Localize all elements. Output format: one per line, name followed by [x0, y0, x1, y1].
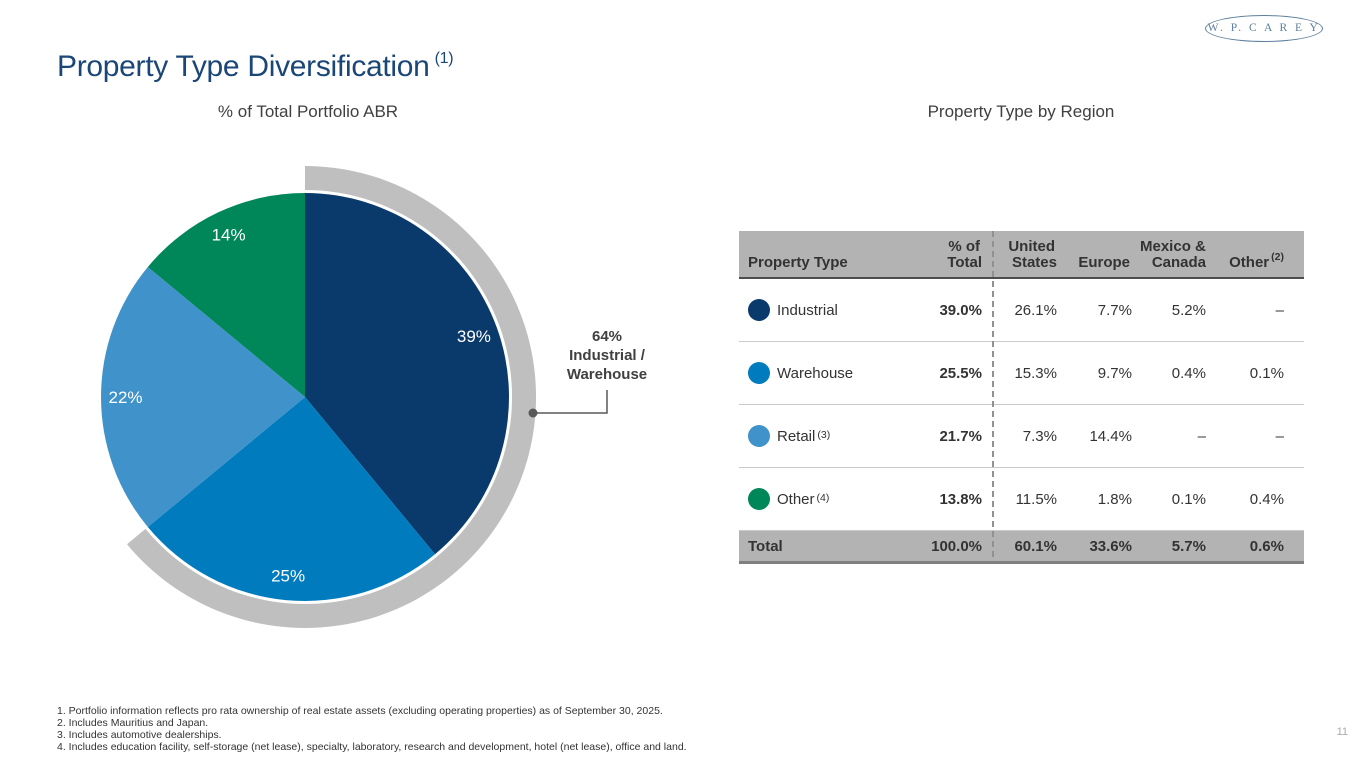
table-title: Property Type by Region [927, 102, 1115, 121]
cell-pct-total: 39.0% [939, 301, 982, 319]
row-label: Warehouse [777, 364, 854, 382]
cell-pct-total: 13.8% [939, 490, 982, 508]
table-row-other: Other (4) 13.8% 11.5% 1.8% 0.1% 0.4% [739, 468, 1304, 531]
callout-connector-dot [528, 408, 538, 418]
pie-slice-industrial [305, 193, 509, 555]
row-label-superscript: (4) [816, 492, 830, 504]
total-pct: 100.0% [931, 537, 982, 555]
callout-label: 64% Industrial / Warehouse [547, 327, 667, 384]
pie-slice-label: 14% [212, 226, 246, 245]
callout-line-3: Warehouse [566, 366, 648, 383]
table-header-row: Property Type % of Total United States E… [739, 231, 1304, 279]
cell-europe: 14.4% [1089, 427, 1132, 445]
legend-dot-other [748, 488, 770, 510]
total-us: 60.1% [1014, 537, 1057, 555]
legend-dot-warehouse [748, 362, 770, 384]
row-label: Other [777, 490, 815, 508]
header-united-states: United States [1008, 238, 1057, 271]
header-pct-total: % of Total [947, 238, 982, 271]
cell-mexico-canada: 5.2% [1171, 301, 1206, 319]
table-row-warehouse: Warehouse 25.5% 15.3% 9.7% 0.4% 0.1% [739, 342, 1304, 405]
row-label: Industrial [777, 301, 838, 319]
cell-europe: 1.8% [1097, 490, 1132, 508]
pie-slice-label: 39% [457, 327, 491, 346]
cell-us: 11.5% [1015, 490, 1057, 508]
table-row-retail: Retail (3) 21.7% 7.3% 14.4% – – [739, 405, 1304, 468]
cell-us: 26.1% [1014, 301, 1057, 319]
total-mexico-canada: 5.7% [1171, 537, 1206, 555]
highlight-ring-64pct [127, 166, 537, 628]
cell-europe: 7.7% [1097, 301, 1132, 319]
cell-mexico-canada: 0.4% [1171, 364, 1206, 382]
footnote-2: 2. Includes Mauritius and Japan. [57, 716, 209, 729]
cell-other: – [1275, 301, 1284, 319]
table-row-industrial: Industrial 39.0% 26.1% 7.7% 5.2% – [739, 279, 1304, 342]
total-europe: 33.6% [1089, 537, 1132, 555]
legend-dot-industrial [748, 299, 770, 321]
page-title-text: Property Type Diversification [57, 50, 430, 83]
pie-slice-other [147, 193, 305, 397]
pie-slice-warehouse [147, 397, 436, 601]
footnote-3: 3. Includes automotive dealerships. [57, 728, 222, 741]
footnotes: 1. Portfolio information reflects pro ra… [57, 705, 687, 754]
callout-connector-line [533, 390, 608, 414]
total-label: Total [748, 537, 783, 555]
cell-mexico-canada: 0.1% [1171, 490, 1206, 508]
total-other: 0.6% [1249, 537, 1284, 555]
pie-chart-title: % of Total Portfolio ABR [217, 102, 399, 121]
table-dashed-divider [992, 231, 994, 557]
header-europe: Europe [1078, 254, 1130, 271]
pie-chart-svg: 39% 25% 22% 14% [101, 166, 608, 628]
callout-line-2: Industrial / [569, 347, 645, 364]
page-title-superscript: (1) [434, 50, 454, 67]
row-label: Retail [777, 427, 816, 445]
cell-mexico-canada: – [1197, 427, 1206, 445]
cell-us: 7.3% [1022, 427, 1057, 445]
page-number: 11 [1336, 726, 1348, 738]
row-label-superscript: (3) [817, 429, 831, 441]
footnote-1: 1. Portfolio information reflects pro ra… [57, 705, 663, 717]
cell-other: 0.4% [1249, 490, 1284, 508]
cell-pct-total: 25.5% [939, 364, 982, 382]
footnote-4: 4. Includes education facility, self-sto… [57, 740, 687, 753]
callout-line-1: 64% [591, 328, 623, 345]
page-title: Property Type Diversification (1) [57, 50, 454, 84]
wp-carey-logo: W. P. C A R E Y [1205, 15, 1323, 42]
pie-slice-label: 22% [108, 388, 142, 407]
cell-us: 15.3% [1014, 364, 1057, 382]
legend-dot-retail [748, 425, 770, 447]
region-table: Property Type % of Total United States E… [739, 231, 1304, 564]
cell-europe: 9.7% [1097, 364, 1132, 382]
pie-slice-label: 25% [271, 567, 305, 586]
header-property-type: Property Type [748, 254, 848, 271]
table-total-row: Total 100.0% 60.1% 33.6% 5.7% 0.6% [739, 531, 1304, 564]
cell-other: 0.1% [1249, 364, 1284, 382]
pie-slice-retail [101, 267, 305, 527]
cell-other: – [1275, 427, 1284, 445]
header-other: Other (2) [1229, 251, 1284, 271]
header-mexico-canada: Mexico & Canada [1140, 238, 1206, 271]
cell-pct-total: 21.7% [939, 427, 982, 445]
